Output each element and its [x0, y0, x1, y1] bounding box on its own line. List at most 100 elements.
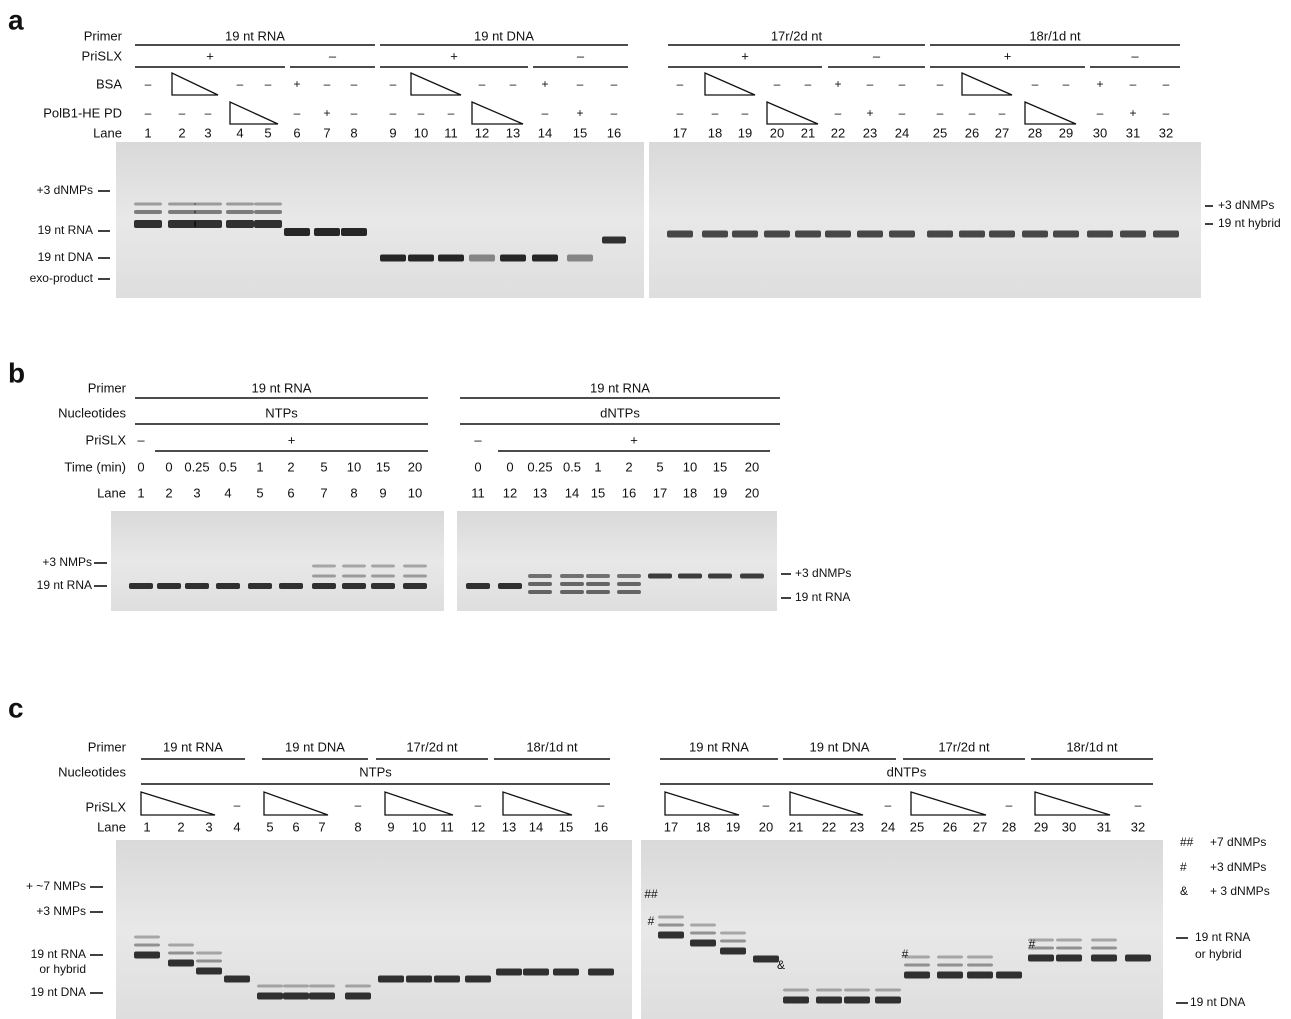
lane-symbol: – [1163, 77, 1170, 91]
gel-band [314, 228, 340, 236]
gel-band [764, 231, 790, 238]
gel-band [795, 231, 821, 238]
lane-symbol: – [1032, 77, 1039, 91]
band-marker: +3 NMPs [36, 904, 86, 918]
group-label: – [1131, 48, 1139, 63]
time-point: 2 [625, 459, 632, 474]
lane-number: 27 [995, 125, 1009, 140]
gel-band [403, 583, 427, 589]
lane-number: 28 [1028, 125, 1042, 140]
gel-band [567, 255, 593, 262]
lane-symbol: – [712, 106, 719, 120]
lane-number: 30 [1062, 819, 1076, 834]
gel-band [284, 228, 310, 236]
gel-band [523, 969, 549, 976]
gradient-triangle [1035, 792, 1110, 815]
gel-image [116, 840, 632, 1019]
band-marker: 19 nt hybrid [1218, 216, 1281, 230]
gel-band [226, 203, 254, 206]
lane-number: 10 [412, 819, 426, 834]
time-point: 5 [656, 459, 663, 474]
time-point: 0 [474, 459, 481, 474]
gel-band [371, 583, 395, 589]
band-marker: 19 nt DNA [1190, 995, 1245, 1009]
time-point: 20 [408, 459, 422, 474]
lane-number: 12 [475, 125, 489, 140]
lane-symbol: – [475, 798, 482, 812]
gel-band [1056, 947, 1082, 950]
gel-band [658, 924, 684, 927]
row-label: Nucleotides [58, 764, 126, 779]
lane-number: 24 [881, 819, 895, 834]
lane-symbol: – [145, 106, 152, 120]
time-point: 2 [287, 459, 294, 474]
lane-number: 12 [503, 485, 517, 500]
gel-band [528, 590, 552, 594]
gel-band [342, 575, 366, 578]
gel-band [196, 968, 222, 975]
lane-symbol: + [576, 106, 583, 120]
lane-number: 13 [533, 485, 547, 500]
lane-number: 7 [318, 819, 325, 834]
lane-number: 14 [538, 125, 552, 140]
gel-band [283, 985, 309, 988]
gel-image [641, 840, 1163, 1019]
gel-band [465, 976, 491, 983]
gel-band [196, 960, 222, 963]
band-marker: +3 dNMPs [1218, 198, 1274, 212]
lane-number: 23 [863, 125, 877, 140]
lane-number: 31 [1126, 125, 1140, 140]
row-label: PriSLX [86, 799, 127, 814]
panel-label: c [8, 692, 24, 723]
gel-band [1028, 955, 1054, 962]
gel-band [937, 956, 963, 959]
lane-number: 4 [233, 819, 240, 834]
lane-number: 16 [594, 819, 608, 834]
gel-band [224, 976, 250, 983]
lane-number: 17 [664, 819, 678, 834]
lane-number: 21 [801, 125, 815, 140]
gel-band [753, 956, 779, 963]
group-label: – [577, 48, 585, 63]
time-point: 0 [165, 459, 172, 474]
gel-band [168, 952, 194, 955]
lane-symbol: – [479, 77, 486, 91]
gel-band [134, 220, 162, 228]
lane-number: 1 [137, 485, 144, 500]
lane-symbol: – [835, 106, 842, 120]
lane-number: 25 [910, 819, 924, 834]
lane-symbol: – [969, 106, 976, 120]
time-point: 0.25 [527, 459, 552, 474]
row-label: PriSLX [82, 48, 123, 63]
group-label: – [137, 432, 145, 447]
lane-number: 15 [573, 125, 587, 140]
group-label: 17r/2d nt [406, 739, 458, 754]
gel-band [532, 255, 558, 262]
group-label: 19 nt DNA [810, 739, 870, 754]
gel-band [617, 582, 641, 586]
gel-band [690, 932, 716, 935]
lane-symbol: – [205, 106, 212, 120]
group-label: 19 nt RNA [163, 739, 223, 754]
gel-band [342, 583, 366, 589]
lane-number: 2 [178, 125, 185, 140]
lane-number: 1 [143, 819, 150, 834]
lane-symbol: – [179, 106, 186, 120]
gradient-triangle [472, 102, 523, 124]
lane-symbol: – [351, 77, 358, 91]
gel-band [959, 231, 985, 238]
gel-band [134, 210, 162, 214]
lane-number: 5 [266, 819, 273, 834]
gel-band [226, 210, 254, 214]
gel-band [553, 969, 579, 976]
time-point: 10 [347, 459, 361, 474]
gel-band [226, 220, 254, 228]
gel-band [403, 575, 427, 578]
row-label: Primer [88, 380, 127, 395]
gel-band [168, 944, 194, 947]
lane-number: 4 [236, 125, 243, 140]
legend-text: +3 dNMPs [1210, 860, 1266, 874]
band-marker: or hybrid [39, 962, 86, 976]
lane-number: 20 [759, 819, 773, 834]
gradient-triangle [767, 102, 818, 124]
